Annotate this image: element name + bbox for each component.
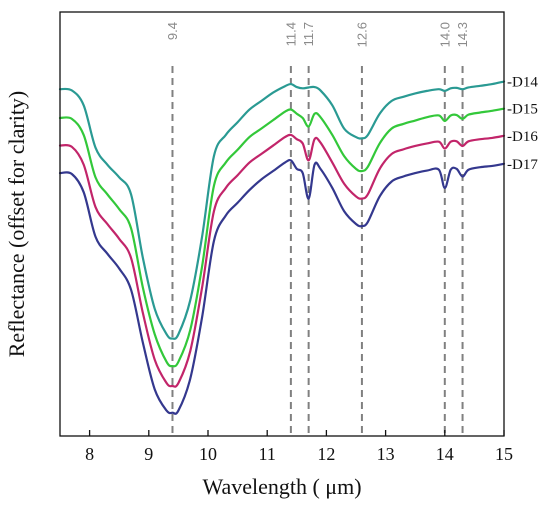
x-tick-label: 12 (317, 444, 335, 464)
reference-lines: 9.4 11.4 11.7 12.6 14.0 14.3 (165, 22, 470, 436)
series-line (58, 133, 506, 388)
plot-background (60, 12, 504, 436)
x-tick-label: 9 (144, 444, 153, 464)
series-line (58, 80, 506, 340)
reference-line-label: 11.7 (301, 22, 316, 46)
plot-frame (59, 11, 505, 437)
x-tick-label: 8 (85, 444, 94, 464)
y-axis-title: Reflectance (offset for clarity) (4, 91, 29, 358)
x-tick-label: 15 (495, 444, 513, 464)
series-line (58, 107, 506, 368)
series-label: -D17 (507, 157, 538, 173)
x-tick-label: 10 (199, 444, 217, 464)
x-axis-title: Wavelength ( μm) (202, 474, 361, 499)
x-tick-label: 11 (259, 444, 276, 464)
series-labels: -D14 -D15 -D16 -D17 (507, 75, 538, 173)
series-lines (58, 80, 506, 415)
reference-line-label: 14.0 (437, 22, 452, 47)
reference-line-label: 14.3 (455, 22, 470, 47)
series-label: -D15 (507, 102, 538, 118)
series-label: -D14 (507, 75, 538, 91)
x-tick-label: 13 (377, 444, 395, 464)
reference-line-label: 12.6 (354, 22, 369, 47)
series-line (58, 158, 506, 415)
series-label: -D16 (507, 129, 538, 145)
x-tick-label: 14 (436, 444, 454, 464)
reference-line-label: 9.4 (165, 22, 180, 40)
reference-line-label: 11.4 (283, 22, 298, 46)
x-axis-ticks: 8 9 10 11 12 13 14 15 (85, 430, 513, 464)
